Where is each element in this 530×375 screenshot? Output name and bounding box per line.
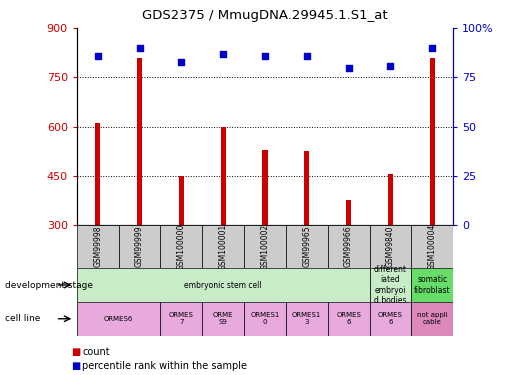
- Text: ■: ■: [72, 361, 81, 370]
- Bar: [202, 225, 244, 268]
- Bar: [77, 225, 119, 268]
- Text: ORMES
6: ORMES 6: [378, 312, 403, 325]
- Text: ORMES1
0: ORMES1 0: [250, 312, 280, 325]
- Bar: [328, 225, 369, 268]
- Bar: [411, 268, 453, 302]
- Bar: [220, 127, 226, 225]
- Bar: [119, 225, 161, 268]
- Text: GDS2375 / MmugDNA.29945.1.S1_at: GDS2375 / MmugDNA.29945.1.S1_at: [142, 9, 388, 22]
- Point: [177, 58, 186, 64]
- Bar: [95, 123, 100, 225]
- Bar: [244, 225, 286, 268]
- Bar: [411, 302, 453, 336]
- Text: somatic
fibroblast: somatic fibroblast: [414, 275, 450, 295]
- Text: not appli
cable: not appli cable: [417, 312, 448, 325]
- Text: cell line: cell line: [5, 314, 41, 323]
- Point: [135, 45, 144, 51]
- Text: GSM99965: GSM99965: [302, 226, 311, 267]
- Bar: [179, 176, 184, 225]
- Point: [261, 53, 269, 59]
- Point: [428, 45, 437, 51]
- Text: ■: ■: [72, 347, 81, 357]
- Bar: [286, 225, 328, 268]
- Text: count: count: [82, 347, 110, 357]
- Text: GSM99999: GSM99999: [135, 226, 144, 267]
- Bar: [244, 302, 286, 336]
- Text: GSM100000: GSM100000: [177, 224, 186, 270]
- Text: percentile rank within the sample: percentile rank within the sample: [82, 361, 247, 370]
- Text: GSM99966: GSM99966: [344, 226, 353, 267]
- Point: [303, 53, 311, 59]
- Bar: [286, 302, 328, 336]
- Text: development stage: development stage: [5, 280, 93, 290]
- Bar: [369, 302, 411, 336]
- Text: GSM100002: GSM100002: [261, 224, 269, 270]
- Bar: [369, 225, 411, 268]
- Bar: [328, 302, 369, 336]
- Bar: [262, 150, 268, 225]
- Text: embryonic stem cell: embryonic stem cell: [184, 280, 262, 290]
- Bar: [77, 302, 161, 336]
- Bar: [77, 268, 369, 302]
- Text: ORMES1
3: ORMES1 3: [292, 312, 322, 325]
- Bar: [411, 225, 453, 268]
- Text: ORME
S9: ORME S9: [213, 312, 233, 325]
- Text: GSM99840: GSM99840: [386, 226, 395, 267]
- Bar: [369, 268, 411, 302]
- Bar: [202, 302, 244, 336]
- Bar: [388, 174, 393, 225]
- Bar: [137, 58, 142, 225]
- Text: GSM100004: GSM100004: [428, 224, 437, 270]
- Bar: [430, 58, 435, 225]
- Point: [93, 53, 102, 59]
- Bar: [304, 151, 310, 225]
- Point: [219, 51, 227, 57]
- Bar: [161, 225, 202, 268]
- Text: ORMES
7: ORMES 7: [169, 312, 194, 325]
- Text: different
iated
embryoi
d bodies: different iated embryoi d bodies: [374, 265, 407, 305]
- Text: GSM100001: GSM100001: [219, 224, 228, 270]
- Text: GSM99998: GSM99998: [93, 226, 102, 267]
- Bar: [346, 200, 351, 225]
- Text: ORMES
6: ORMES 6: [336, 312, 361, 325]
- Point: [386, 63, 395, 69]
- Bar: [161, 302, 202, 336]
- Text: ORMES6: ORMES6: [104, 316, 134, 322]
- Point: [344, 64, 353, 70]
